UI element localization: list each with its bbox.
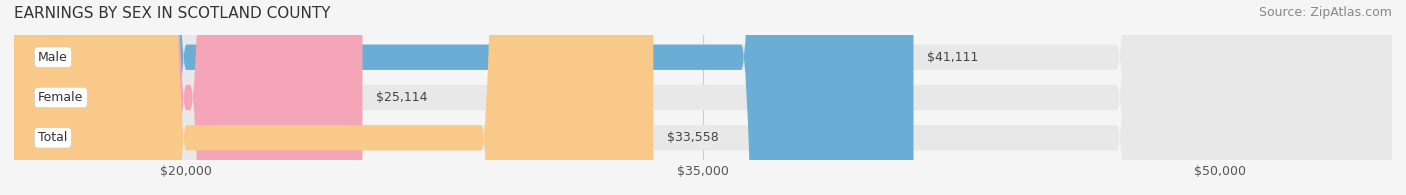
Text: $41,111: $41,111 [928,51,979,64]
FancyBboxPatch shape [14,0,1392,195]
Text: Male: Male [38,51,67,64]
Text: EARNINGS BY SEX IN SCOTLAND COUNTY: EARNINGS BY SEX IN SCOTLAND COUNTY [14,6,330,21]
Text: Total: Total [38,131,67,144]
FancyBboxPatch shape [14,0,1392,195]
FancyBboxPatch shape [14,0,1392,195]
Text: Source: ZipAtlas.com: Source: ZipAtlas.com [1258,6,1392,19]
FancyBboxPatch shape [14,0,363,195]
FancyBboxPatch shape [14,0,654,195]
Text: $33,558: $33,558 [666,131,718,144]
Text: Female: Female [38,91,83,104]
Text: $25,114: $25,114 [377,91,427,104]
FancyBboxPatch shape [14,0,914,195]
